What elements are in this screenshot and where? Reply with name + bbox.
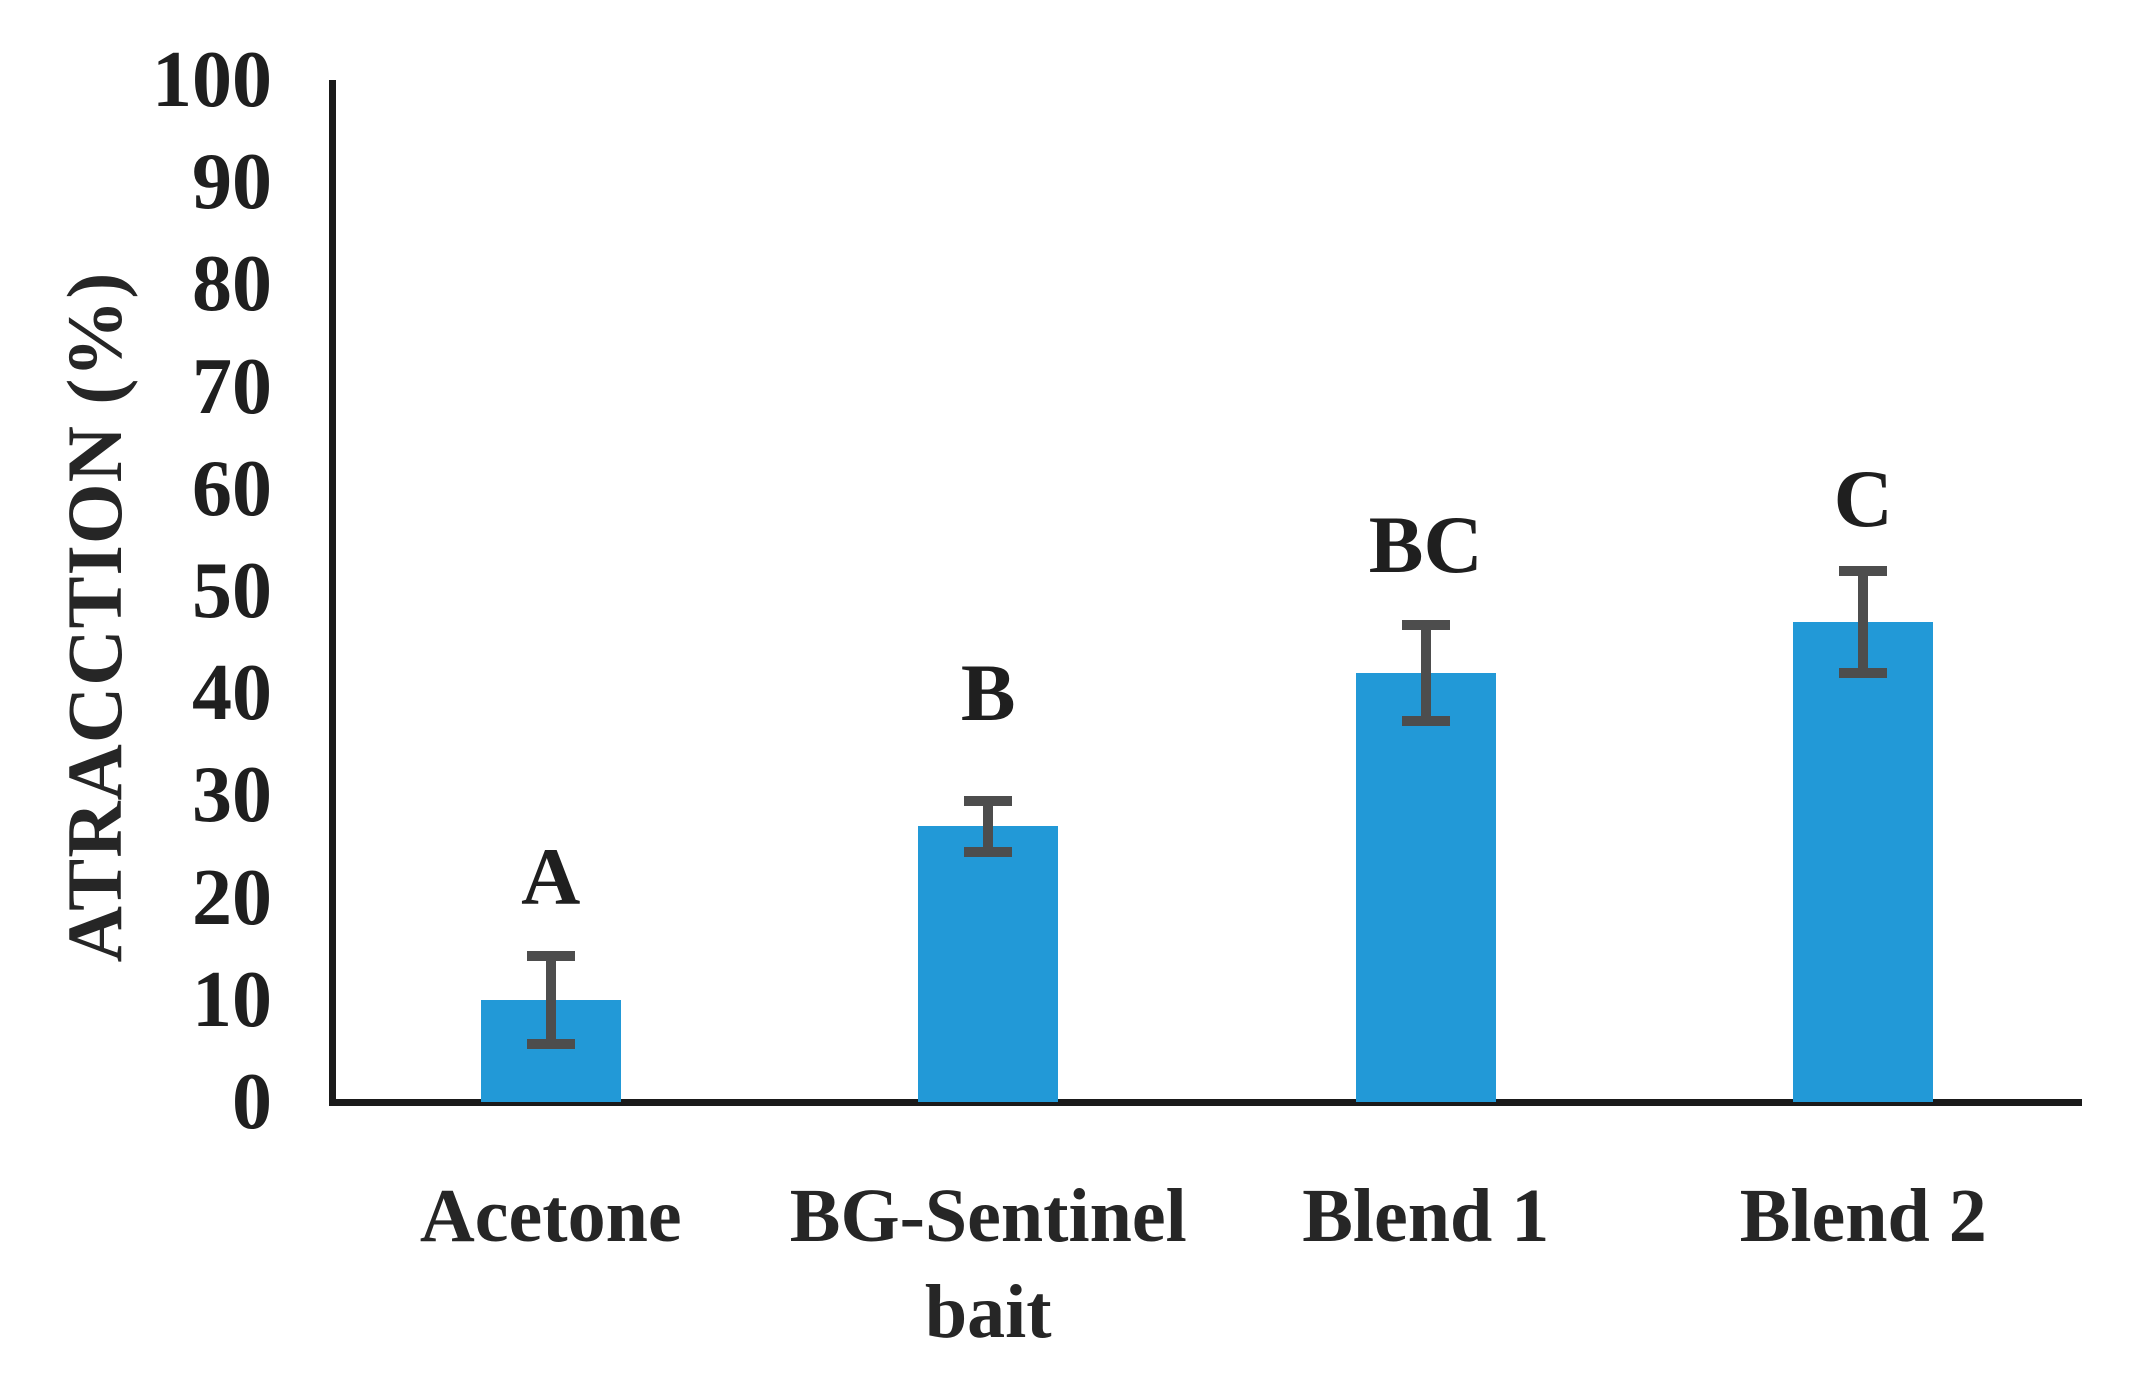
y-tick-label: 0 <box>232 1058 272 1146</box>
error-bar-top-cap <box>526 950 575 961</box>
bar-blend-2 <box>1793 621 1934 1102</box>
y-axis-line <box>329 80 336 1106</box>
y-tick-label: 10 <box>192 955 272 1044</box>
x-axis-line <box>329 1099 2082 1106</box>
error-bar-bottom-cap <box>1839 667 1888 678</box>
error-bar <box>1420 624 1431 721</box>
error-bar-top-cap <box>964 795 1013 806</box>
significance-letter: B <box>960 647 1016 739</box>
y-tick-label: 20 <box>192 853 272 942</box>
significance-letter: BC <box>1368 499 1483 590</box>
y-tick-label: 90 <box>192 138 272 227</box>
significance-letter: C <box>1833 453 1893 545</box>
error-bar <box>983 800 994 852</box>
x-category-label: Blend 1 <box>1302 1174 1550 1258</box>
x-category-label: Acetone <box>419 1174 682 1258</box>
y-tick-label: 100 <box>152 36 272 124</box>
error-bar-bottom-cap <box>526 1038 575 1049</box>
y-tick-label: 80 <box>192 240 272 329</box>
significance-letter: A <box>521 831 581 923</box>
y-tick-label: 50 <box>192 547 272 635</box>
error-bar <box>545 955 556 1044</box>
y-tick-label: 40 <box>192 649 272 738</box>
error-bar-top-cap <box>1839 565 1888 576</box>
x-category-label: BG-Sentinel bait <box>789 1174 1187 1354</box>
y-tick-label: 30 <box>192 751 272 840</box>
error-bar <box>1858 570 1869 673</box>
error-bar-top-cap <box>1401 619 1450 630</box>
bar-blend-1 <box>1355 672 1496 1102</box>
error-bar-bottom-cap <box>964 846 1013 857</box>
y-tick-label: 60 <box>192 444 272 533</box>
bar-bg-sentinel-bait <box>918 826 1059 1102</box>
x-category-label: Blend 2 <box>1739 1174 1987 1258</box>
error-bar-bottom-cap <box>1401 715 1450 726</box>
y-tick-label: 70 <box>192 342 272 431</box>
